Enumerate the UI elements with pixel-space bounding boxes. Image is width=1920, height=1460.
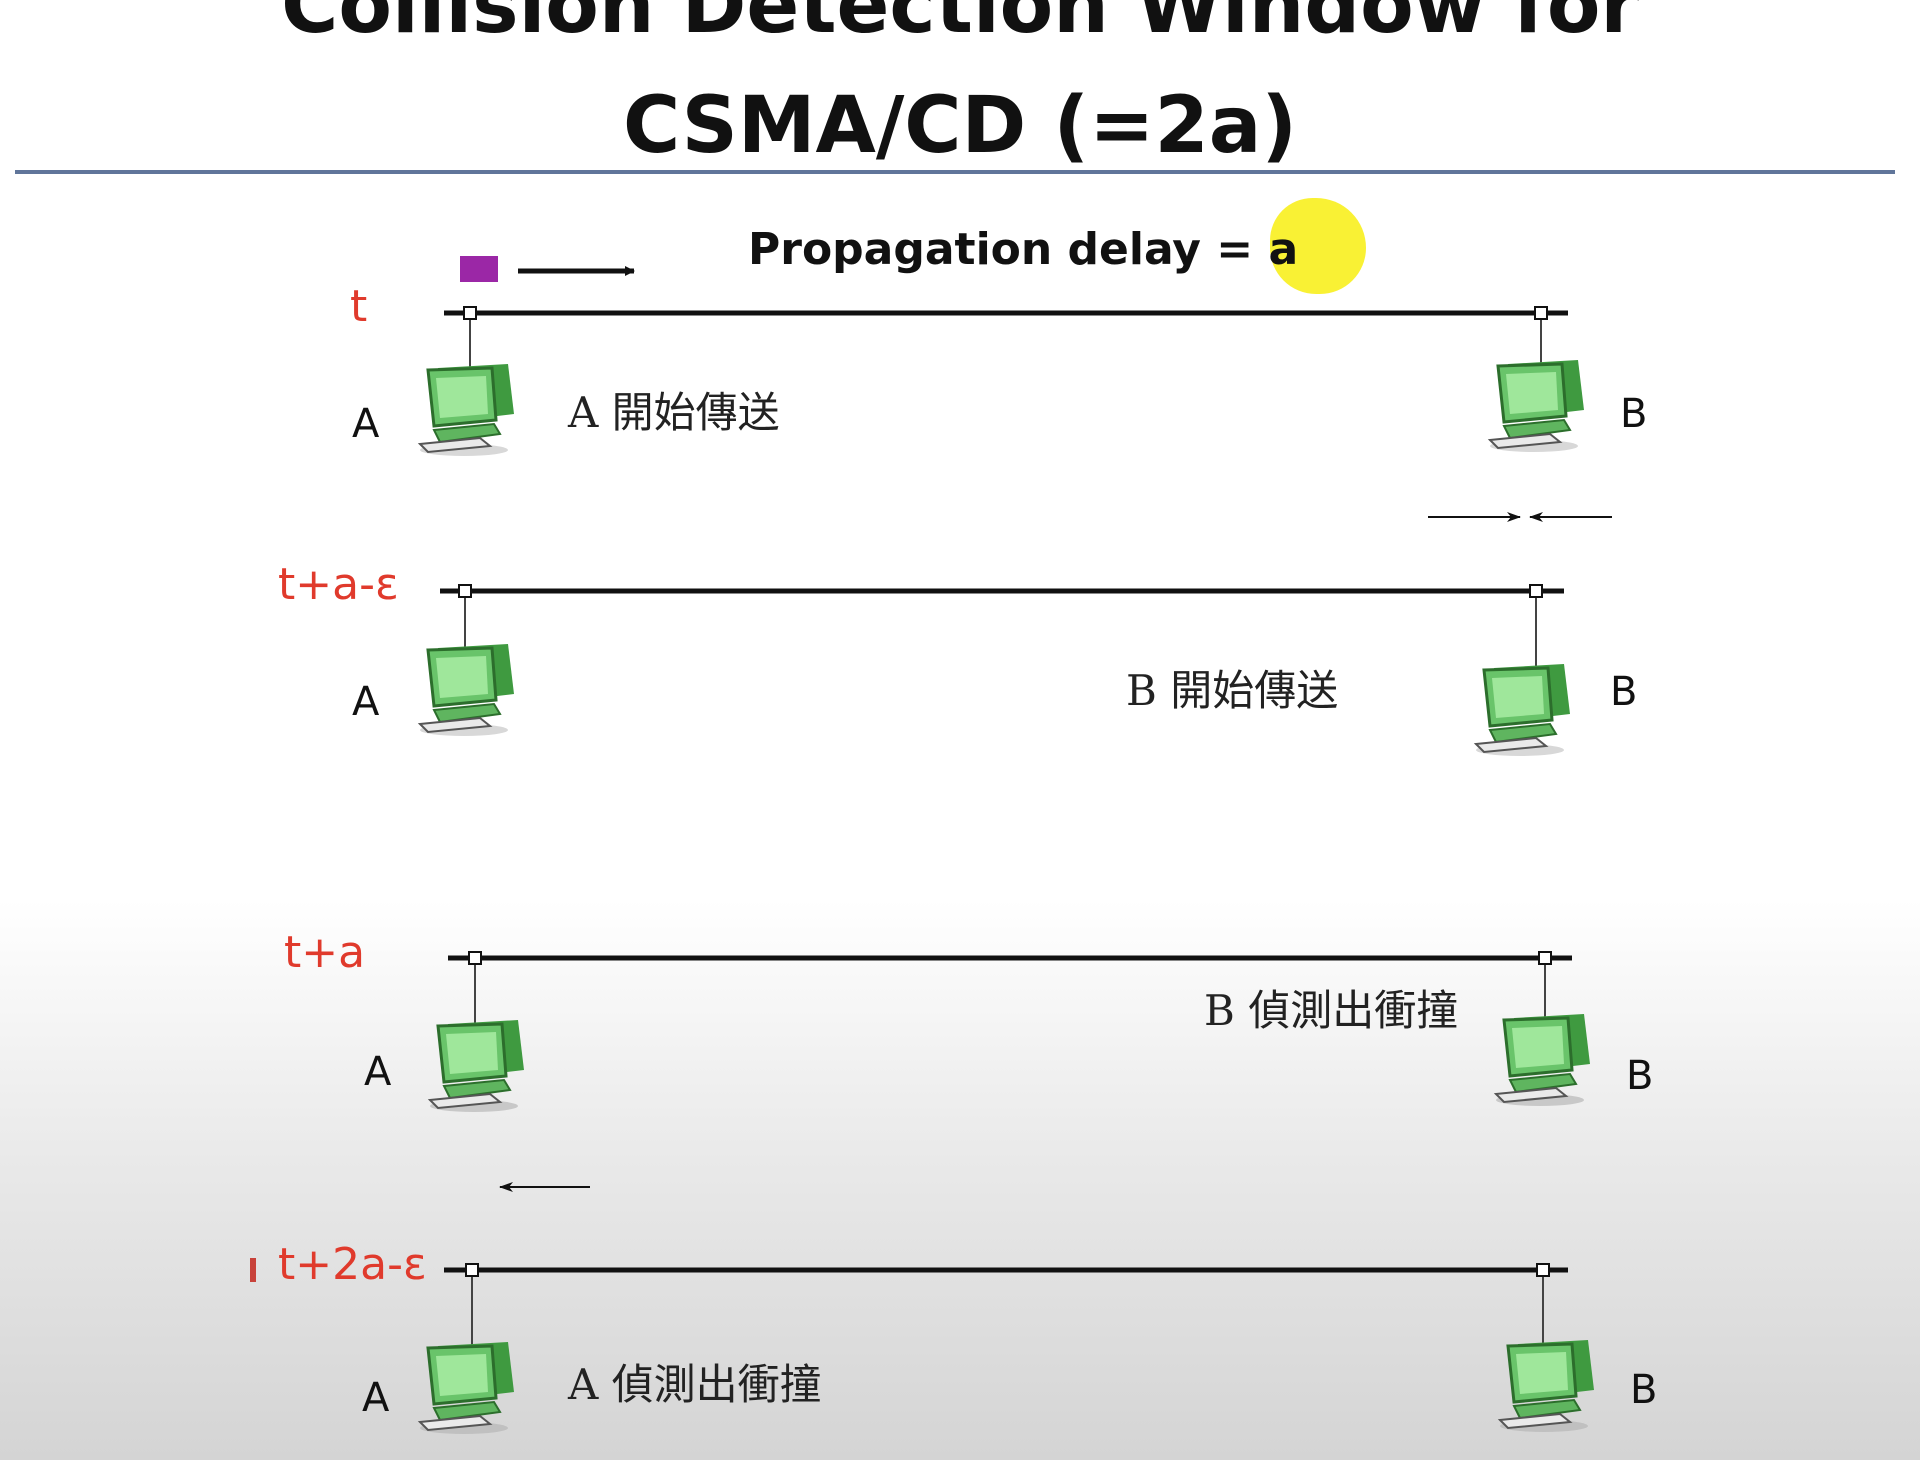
cursor-mark bbox=[250, 1258, 256, 1282]
packet-icon bbox=[460, 256, 498, 282]
time-label-t-a: t+a bbox=[284, 927, 366, 978]
computer-icon bbox=[427, 1020, 524, 1112]
tap-node bbox=[1538, 951, 1552, 965]
title-line-1: Collision Detection Window for bbox=[281, 0, 1639, 51]
tap-node bbox=[458, 584, 472, 598]
computer-icon bbox=[417, 364, 514, 456]
station-b-label: B bbox=[1610, 669, 1638, 715]
station-a-label: A bbox=[362, 1375, 390, 1421]
event-label-b-start: B 開始傳送 bbox=[1126, 666, 1339, 715]
time-label-t-a-e: t+a-ε bbox=[278, 559, 399, 610]
computer-icon bbox=[1497, 1340, 1594, 1432]
tap-node bbox=[463, 306, 477, 320]
tap-node bbox=[1529, 584, 1543, 598]
tap-node bbox=[465, 1263, 479, 1277]
station-b-label: B bbox=[1626, 1053, 1654, 1099]
computer-icon bbox=[1493, 1014, 1590, 1106]
station-b-label: B bbox=[1630, 1367, 1658, 1413]
propagation-delay-label: Propagation delay = a bbox=[748, 224, 1299, 275]
tap-node bbox=[1534, 306, 1548, 320]
station-b-label: B bbox=[1620, 391, 1648, 437]
tap-node bbox=[468, 951, 482, 965]
station-a-label: A bbox=[352, 679, 380, 725]
time-label-t-2a-e: t+2a-ε bbox=[278, 1239, 427, 1290]
station-a-label: A bbox=[352, 401, 380, 447]
event-label-a-start: A 開始傳送 bbox=[568, 388, 780, 437]
time-label-t: t bbox=[350, 281, 368, 332]
computer-icon bbox=[1487, 360, 1584, 452]
computer-icon bbox=[1473, 664, 1570, 756]
station-a-label: A bbox=[364, 1049, 392, 1095]
event-label-b-detect: B 偵測出衝撞 bbox=[1204, 986, 1459, 1035]
title-divider bbox=[15, 170, 1895, 174]
highlight-mark bbox=[1270, 198, 1366, 294]
title-line-2: CSMA/CD (=2a) bbox=[622, 81, 1298, 171]
computer-icon bbox=[417, 1342, 514, 1434]
event-label-a-detect: A 偵測出衝撞 bbox=[568, 1360, 822, 1409]
computer-icon bbox=[417, 644, 514, 736]
tap-node bbox=[1536, 1263, 1550, 1277]
